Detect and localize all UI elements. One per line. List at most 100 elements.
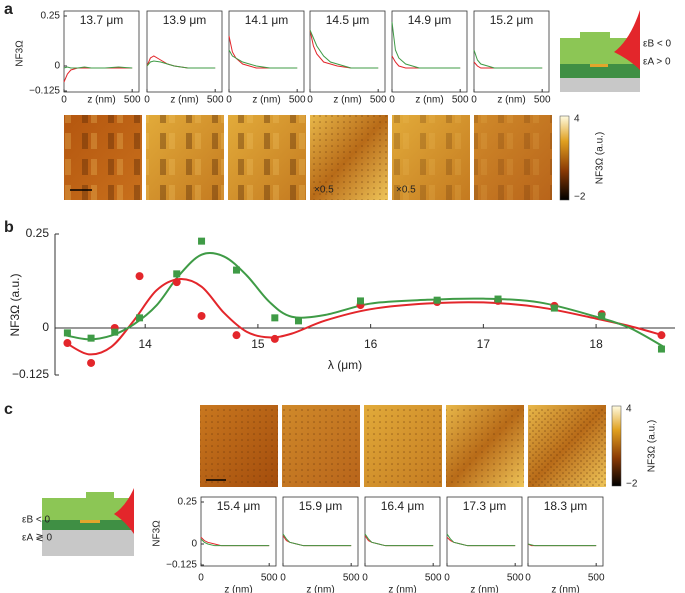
maps-c <box>200 405 609 490</box>
fit-line <box>66 251 665 348</box>
line <box>446 533 516 547</box>
plot-frame <box>391 10 468 93</box>
plot-frame <box>63 10 140 93</box>
line <box>282 533 352 547</box>
x-tick-label: 15 <box>251 337 265 351</box>
plot-frame <box>364 496 441 567</box>
line <box>391 55 461 69</box>
plot-frame <box>282 496 359 567</box>
y-axis-label: NF3Ω <box>152 520 163 547</box>
y-tick-label: −0.125 <box>12 367 49 381</box>
x-axis-label: z (nm) <box>87 95 115 106</box>
x-axis-label: z (nm) <box>252 95 280 106</box>
x-tick-label: 17 <box>477 337 491 351</box>
plot-title: 15.9 μm <box>299 499 343 513</box>
line <box>200 538 270 547</box>
point <box>111 328 119 336</box>
plot-frame <box>527 496 604 567</box>
line <box>63 66 133 69</box>
x-tick-label: 0 <box>362 573 368 584</box>
point <box>657 345 665 353</box>
point <box>136 314 144 322</box>
y-tick-label: 0.25 <box>178 497 198 508</box>
y-tick-label: 0 <box>42 320 49 334</box>
plot-title: 18.3 μm <box>544 499 588 513</box>
x-tick-label: 0 <box>144 95 150 106</box>
x-tick-label: 18 <box>589 337 603 351</box>
colorbar <box>559 115 570 201</box>
x-tick-label: 14 <box>139 337 153 351</box>
x-tick-label: 500 <box>207 95 224 106</box>
colorbar-max: 4 <box>626 404 632 415</box>
x-tick-label: 500 <box>289 95 306 106</box>
point <box>172 278 181 287</box>
line <box>473 49 543 69</box>
x-tick-label: 500 <box>425 573 442 584</box>
point <box>433 296 441 304</box>
panel-label: a <box>4 1 13 18</box>
x-tick-label: 500 <box>507 573 524 584</box>
x-axis-label: z (nm) <box>306 585 334 593</box>
point <box>232 266 240 274</box>
line <box>527 543 597 547</box>
colorbar-min: −2 <box>626 479 638 490</box>
schematic-label: εA ≷ 0 <box>22 533 53 544</box>
schematic-label: εA > 0 <box>643 57 671 68</box>
y-tick-label: −0.125 <box>29 86 60 97</box>
line <box>309 29 379 69</box>
plot-frame <box>146 10 223 93</box>
point <box>657 331 666 340</box>
line <box>146 60 216 69</box>
x-tick-label: 0 <box>280 573 286 584</box>
point <box>63 329 71 337</box>
plot-title: 15.2 μm <box>490 13 534 27</box>
x-tick-label: 0 <box>444 573 450 584</box>
schematic-c <box>42 488 134 556</box>
colorbar-min: −2 <box>574 192 586 203</box>
maps-a <box>64 115 552 200</box>
y-tick-label: 0.25 <box>41 11 61 22</box>
x-axis-label: z (nm) <box>388 585 416 593</box>
colorbar-max: 4 <box>574 114 580 125</box>
colorbar-label: NF3Ω (a.u.) <box>647 420 658 473</box>
point <box>271 314 279 322</box>
plot-title: 16.4 μm <box>381 499 425 513</box>
line <box>364 533 434 547</box>
line <box>228 49 298 69</box>
point <box>173 270 181 278</box>
schematic-label: εB < 0 <box>643 39 672 50</box>
point <box>294 317 302 325</box>
point <box>197 311 206 320</box>
annotation: ×0.5 <box>396 185 416 196</box>
x-tick-label: 0 <box>61 95 67 106</box>
point <box>232 331 241 340</box>
line <box>309 29 379 69</box>
plot-title: 14.1 μm <box>245 13 289 27</box>
x-tick-label: 500 <box>452 95 469 106</box>
x-tick-label: 500 <box>534 95 551 106</box>
point <box>550 304 558 312</box>
x-tick-label: 0 <box>226 95 232 106</box>
line <box>391 21 461 69</box>
plot-title: 13.9 μm <box>163 13 207 27</box>
x-axis-label: λ (μm) <box>328 358 362 372</box>
point <box>87 334 95 342</box>
point <box>270 334 279 343</box>
y-tick-label: 0 <box>54 61 60 72</box>
y-tick-label: 0.25 <box>26 226 50 240</box>
line <box>364 535 434 547</box>
x-tick-label: 0 <box>198 573 204 584</box>
x-tick-label: 0 <box>525 573 531 584</box>
line <box>282 535 352 547</box>
point <box>63 339 72 348</box>
fit-line <box>65 278 664 356</box>
x-tick-label: 0 <box>389 95 395 106</box>
x-axis-label: z (nm) <box>170 95 198 106</box>
y-tick-label: −0.125 <box>166 560 197 571</box>
line <box>63 67 133 83</box>
line <box>446 536 516 547</box>
plot-frame <box>446 496 523 567</box>
schematic-a <box>560 10 640 92</box>
panel-label: b <box>4 219 14 236</box>
